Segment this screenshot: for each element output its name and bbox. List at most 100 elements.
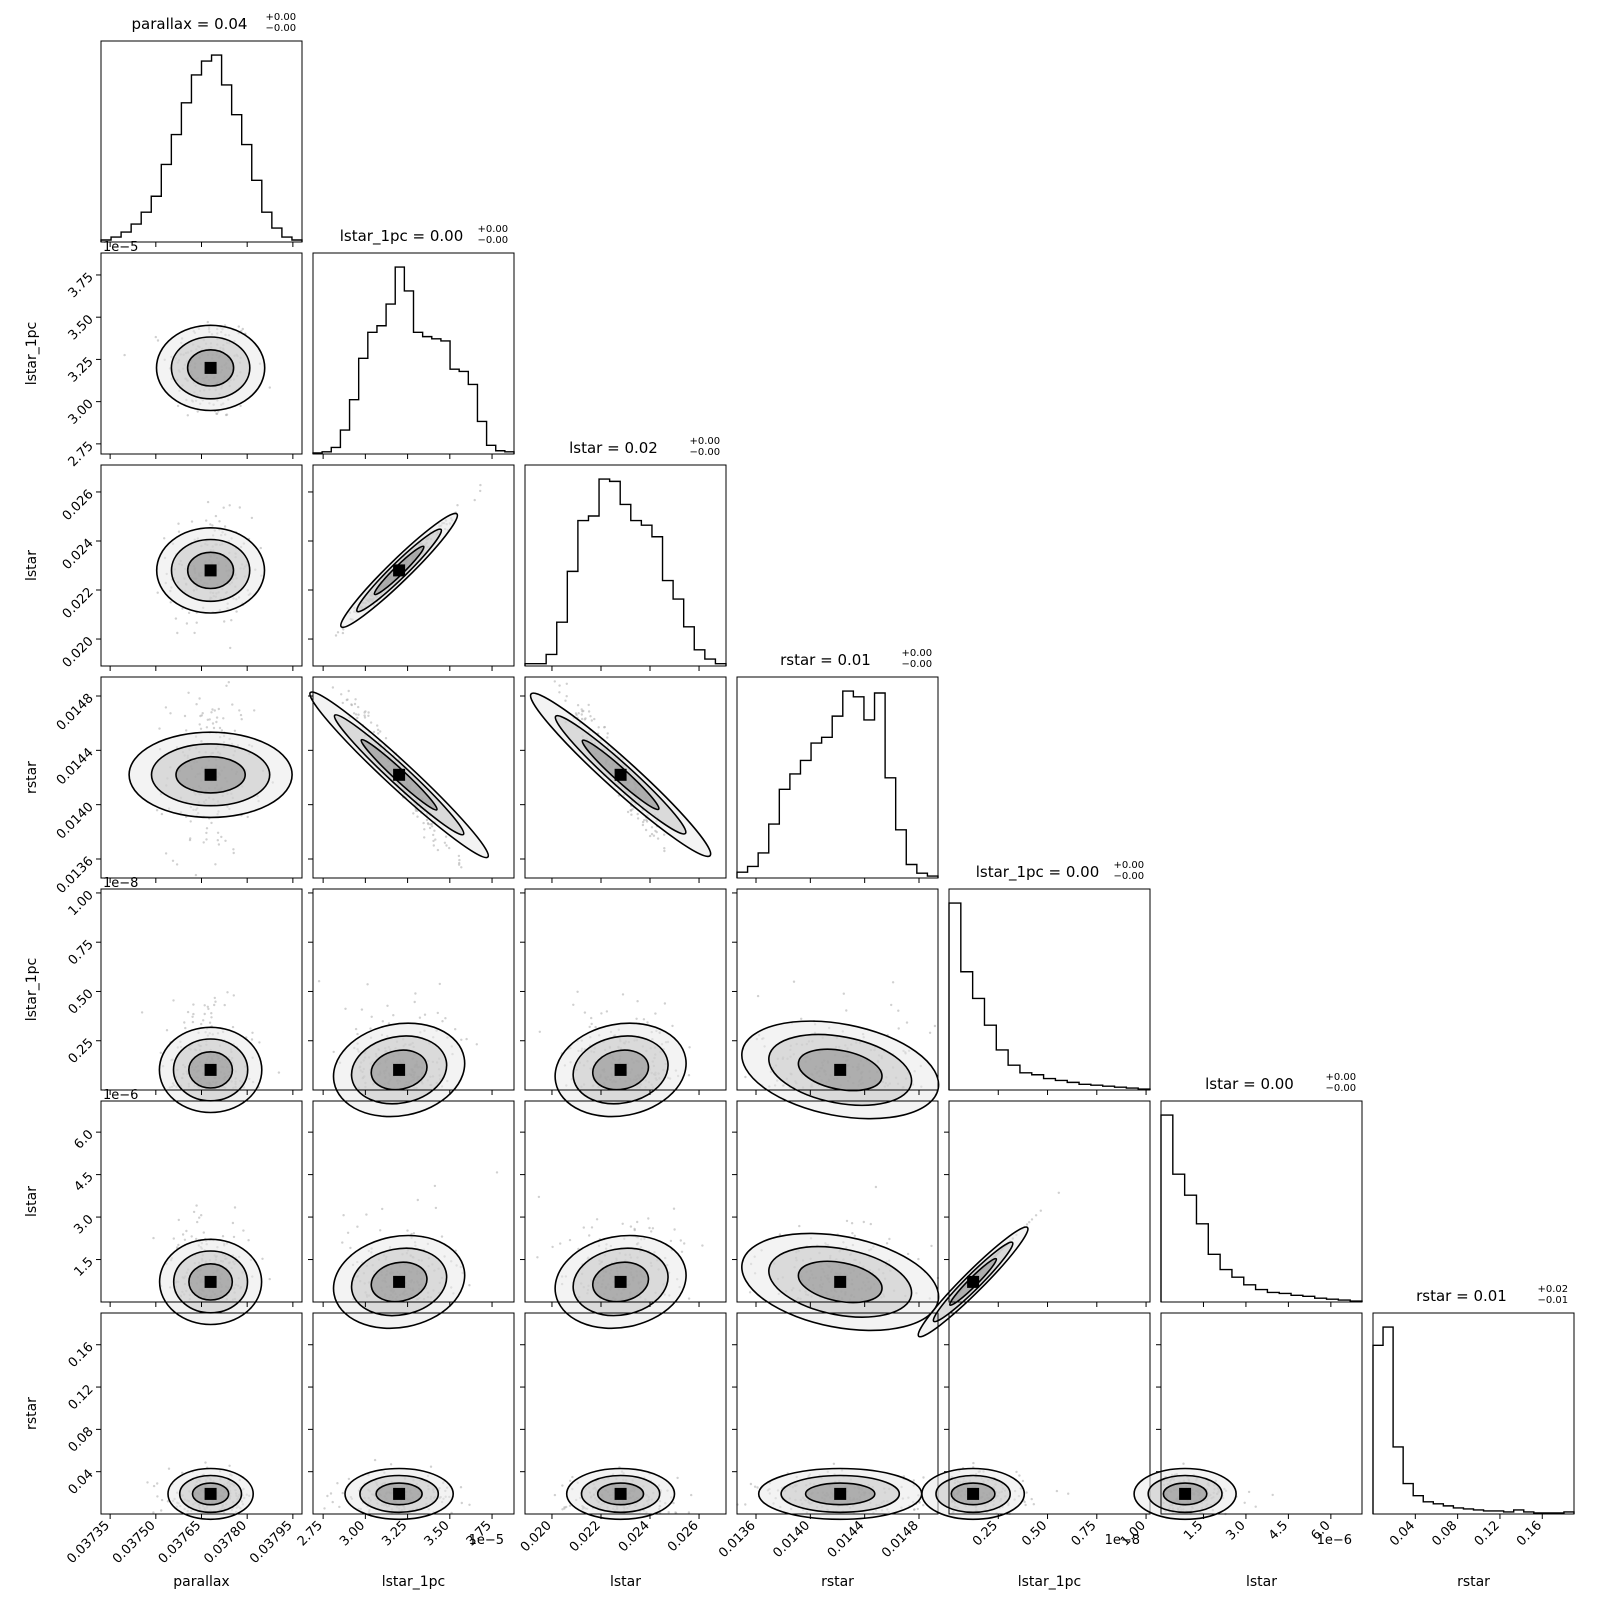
scatter-point bbox=[210, 1012, 213, 1015]
density-peak bbox=[204, 1063, 217, 1076]
scatter-point bbox=[200, 1022, 203, 1026]
histogram-panel-lstar_1pc: lstar_1pc = 0.00 +0.00−0.00 bbox=[312, 224, 515, 459]
scatter-point bbox=[912, 1479, 915, 1482]
scatter-point bbox=[334, 634, 338, 637]
scatter-point bbox=[798, 1224, 801, 1228]
scatter-point bbox=[673, 1228, 676, 1231]
y-tick-label: 0.08 bbox=[66, 1424, 97, 1455]
scatter-point bbox=[213, 1003, 216, 1007]
scatter-point bbox=[373, 1458, 377, 1462]
scatter-point bbox=[647, 1217, 650, 1220]
x-tick-label: 0.12 bbox=[1472, 1518, 1503, 1549]
scatter-point bbox=[203, 1004, 206, 1007]
scatter-point bbox=[183, 1021, 186, 1024]
scatter-point bbox=[221, 1235, 225, 1238]
scatter-point bbox=[588, 1025, 591, 1029]
scatter-panel-rstar-vs-lstar_1pc bbox=[308, 676, 515, 883]
x-tick-label: 0.03795 bbox=[247, 1518, 296, 1567]
scatter-point bbox=[176, 631, 179, 635]
scatter-point bbox=[199, 714, 202, 718]
scatter-point bbox=[1247, 1490, 1251, 1494]
scatter-point bbox=[216, 839, 219, 842]
scatter-point bbox=[456, 504, 459, 507]
scatter-point bbox=[650, 826, 654, 829]
scatter-point bbox=[326, 1494, 329, 1498]
scatter-point bbox=[190, 1235, 193, 1238]
scatter-point bbox=[1015, 1470, 1018, 1474]
scatter-point bbox=[1182, 1462, 1185, 1465]
y-axis-label-rstar: rstar bbox=[24, 1397, 40, 1430]
panel-title-lower-error: −0.00 bbox=[1326, 1083, 1357, 1094]
y-tick-label: 3.00 bbox=[66, 397, 97, 428]
scatter-point bbox=[369, 1027, 372, 1030]
scatter-point bbox=[412, 1232, 416, 1235]
scatter-point bbox=[169, 601, 172, 604]
scatter-point bbox=[207, 1007, 210, 1011]
panel-frame bbox=[312, 252, 515, 455]
scatter-point bbox=[1067, 1492, 1070, 1495]
x-axis-label-rstar: rstar bbox=[821, 1574, 854, 1590]
scatter-point bbox=[687, 1297, 691, 1300]
scatter-point bbox=[192, 1210, 196, 1214]
scatter-point bbox=[1024, 1503, 1027, 1507]
scatter-panel-lstar-vs-lstar_1pc bbox=[308, 464, 515, 671]
scatter-point bbox=[561, 1484, 564, 1487]
scatter-point bbox=[641, 823, 645, 827]
y-tick-label: 3.25 bbox=[66, 354, 97, 385]
scatter-point bbox=[1025, 1223, 1029, 1226]
scatter-point bbox=[160, 1498, 164, 1502]
y-tick-label: 0.0148 bbox=[54, 691, 97, 734]
scatter-point bbox=[1030, 1218, 1034, 1221]
scatter-point bbox=[869, 1222, 872, 1226]
panel-title-text: lstar_1pc = 0.00 bbox=[340, 227, 464, 246]
scatter-point bbox=[905, 1021, 909, 1024]
scatter-panel-rstar-vs-lstar_1pc: 0.25 0.50 0.75 1.00 bbox=[921, 1312, 1151, 1549]
panel-title-upper-error: +0.02 bbox=[1538, 1284, 1569, 1295]
scatter-point bbox=[227, 681, 230, 684]
x-tick-label: 0.50 bbox=[1019, 1518, 1050, 1549]
scatter-point bbox=[220, 835, 223, 839]
scatter-point bbox=[590, 1226, 594, 1229]
scatter-point bbox=[672, 1501, 675, 1505]
scatter-point bbox=[832, 1462, 836, 1466]
scatter-point bbox=[593, 717, 596, 721]
scatter-point bbox=[160, 812, 164, 816]
scatter-point bbox=[433, 829, 436, 832]
histogram-step-lstar bbox=[524, 478, 727, 666]
scatter-point bbox=[744, 1075, 747, 1079]
scatter-point bbox=[916, 1507, 919, 1511]
scatter-point bbox=[1018, 1474, 1021, 1477]
panel-frame bbox=[524, 888, 727, 1091]
scatter-point bbox=[209, 523, 212, 526]
scatter-point bbox=[538, 1030, 541, 1034]
scatter-point bbox=[583, 718, 586, 721]
scatter-point bbox=[1032, 1503, 1036, 1506]
scatter-point bbox=[434, 1206, 438, 1210]
scatter-point bbox=[676, 1476, 679, 1480]
scatter-point bbox=[441, 1020, 444, 1023]
scatter-point bbox=[1055, 1489, 1059, 1493]
y-tick-label: 0.0136 bbox=[54, 854, 97, 897]
scatter-point bbox=[349, 1246, 352, 1250]
scatter-point bbox=[428, 826, 432, 830]
scatter-point bbox=[277, 1071, 281, 1074]
panel-title-rstar: rstar = 0.01 +0.02−0.01 bbox=[1416, 1284, 1568, 1306]
histogram-step-rstar bbox=[1372, 1326, 1575, 1514]
scatter-point bbox=[568, 1238, 572, 1242]
scatter-point bbox=[192, 1003, 195, 1006]
x-tick-label: 1.5 bbox=[1181, 1518, 1206, 1543]
scatter-point bbox=[862, 1220, 865, 1224]
y-tick-label: 1.00 bbox=[66, 888, 97, 919]
scatter-point bbox=[644, 828, 648, 832]
scatter-point bbox=[123, 353, 126, 357]
scatter-point bbox=[357, 705, 360, 709]
y-axis-label-rstar: rstar bbox=[24, 761, 40, 794]
panel-title-upper-error: +0.00 bbox=[478, 224, 509, 235]
scatter-point bbox=[590, 1016, 593, 1020]
scatter-point bbox=[429, 1465, 433, 1468]
density-peak bbox=[614, 1275, 627, 1288]
scatter-point bbox=[215, 720, 218, 724]
y-tick-label: 0.25 bbox=[66, 1036, 97, 1067]
scatter-point bbox=[432, 833, 435, 837]
scatter-point bbox=[845, 1009, 848, 1012]
